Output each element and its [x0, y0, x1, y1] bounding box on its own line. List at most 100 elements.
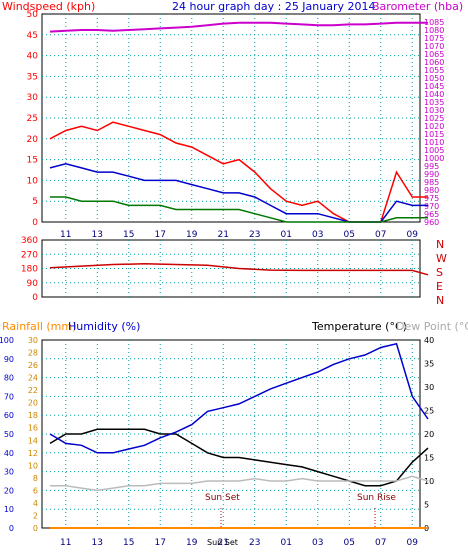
direction-tick-label: 270: [21, 250, 38, 260]
rainfall-tick-label: 4: [33, 499, 38, 508]
compass-letter: S: [436, 266, 443, 279]
barometer-tick-label: 970: [424, 202, 439, 211]
humidity-tick-label: 0: [9, 524, 14, 533]
rainfall-tick-label: 18: [28, 411, 38, 420]
humidity-tick-label: 70: [4, 392, 14, 401]
direction-tick-label: 180: [21, 265, 38, 275]
compass-letter: W: [436, 252, 447, 265]
sunrise-label: Sun Rise: [357, 493, 396, 503]
rainfall-tick-label: 28: [28, 349, 38, 358]
x-tick-label: 21: [218, 538, 229, 548]
direction-tick-label: 0: [32, 293, 38, 303]
rainfall-axis-label: Rainfall (mm): [2, 320, 76, 333]
temperature-tick-label: 25: [424, 407, 434, 416]
x-tick-label: 21: [218, 230, 229, 240]
x-tick-label: 13: [92, 230, 103, 240]
rainfall-tick-label: 14: [28, 436, 38, 445]
wind-time-axis: 11 13 15 17 19 21 23 01 03 05 07 09: [60, 230, 418, 240]
rainfall-tick-label: 10: [28, 461, 38, 470]
direction-series: [49, 263, 429, 276]
barometer-axis-label: Barometer (hba): [372, 0, 463, 13]
wind-series-avg: [49, 163, 428, 223]
wind-series-barometer: [49, 21, 428, 33]
x-tick-label: 23: [249, 230, 260, 240]
rainfall-tick-label: 22: [28, 386, 38, 395]
rainfall-tick-label: 16: [28, 424, 38, 433]
rainfall-tick-label: 0: [33, 524, 38, 533]
barometer-tick-label: 1005: [424, 146, 444, 155]
rainfall-tick-label: 26: [28, 361, 38, 370]
windspeed-tick-label: 0: [32, 218, 38, 228]
rainfall-tick-label: 2: [33, 511, 38, 520]
sun-markers: Sun Set Sun Rise: [205, 493, 396, 528]
humidity-tick-label: 100: [0, 336, 14, 345]
compass-letter: E: [436, 280, 443, 293]
x-tick-label: 09: [407, 538, 419, 548]
windspeed-axis-label: Windspeed (kph): [2, 0, 95, 13]
barometer-tick-label: 1045: [424, 82, 444, 91]
x-tick-label: 03: [312, 230, 323, 240]
sunset-axis-label: Sun Set: [207, 538, 238, 547]
wind-series: [49, 21, 428, 223]
windspeed-tick-label: 50: [27, 10, 39, 20]
windspeed-tick-label: 5: [32, 197, 38, 207]
rainfall-tick-label: 20: [28, 399, 38, 408]
x-tick-label: 05: [344, 538, 355, 548]
temperature-tick-label: 10: [424, 477, 434, 486]
temp-series-dewpoint: [50, 475, 429, 492]
rainfall-tick-label: 30: [28, 336, 38, 345]
temp-panel-grid: [42, 340, 420, 528]
barometer-tick-label: 985: [424, 178, 439, 187]
temp-series-humidity: [49, 342, 429, 454]
barometer-tick-label: 1085: [424, 18, 444, 27]
x-tick-label: 15: [123, 230, 134, 240]
humidity-tick-label: 90: [4, 355, 14, 364]
temperature-tick-label: 40: [424, 336, 434, 345]
direction-axis: 0 90 180 270 360: [21, 236, 38, 303]
barometer-tick-label: 1025: [424, 114, 444, 123]
barometer-tick-label: 995: [424, 162, 439, 171]
sunset-label: Sun Set: [205, 493, 240, 503]
barometer-tick-label: 1055: [424, 66, 444, 75]
x-tick-label: 05: [344, 230, 355, 240]
direction-series-line: [49, 263, 429, 276]
barometer-tick-label: 1015: [424, 130, 444, 139]
x-tick-label: 19: [186, 230, 198, 240]
barometer-tick-label: 1030: [424, 106, 444, 115]
wind-panel-grid: [42, 14, 420, 222]
temp-time-axis: 11 13 15 17 19 21 23 01 03 05 07 09: [60, 538, 418, 548]
barometer-tick-label: 980: [424, 186, 439, 195]
humidity-tick-label: 50: [4, 430, 14, 439]
x-tick-label: 03: [312, 538, 323, 548]
x-tick-label: 19: [186, 538, 198, 548]
compass-letter: N: [436, 294, 444, 307]
x-tick-label: 07: [375, 230, 386, 240]
barometer-tick-label: 960: [424, 218, 439, 227]
barometer-tick-label: 1040: [424, 90, 444, 99]
rainfall-tick-label: 8: [33, 474, 38, 483]
windspeed-tick-label: 20: [27, 135, 39, 145]
x-tick-label: 13: [92, 538, 103, 548]
x-tick-label: 11: [60, 230, 71, 240]
humidity-axis: 0 10 20 30 40 50 60 70 80 90 100: [0, 336, 14, 533]
humidity-tick-label: 20: [4, 486, 14, 495]
rainfall-tick-label: 12: [28, 449, 38, 458]
barometer-tick-label: 965: [424, 210, 439, 219]
x-tick-label: 15: [123, 538, 134, 548]
temperature-tick-label: 35: [424, 360, 434, 369]
humidity-tick-label: 10: [4, 505, 14, 514]
barometer-axis: 9609659709759809859909951000100510101015…: [424, 18, 444, 227]
barometer-tick-label: 1065: [424, 50, 444, 59]
temp-series: [49, 342, 429, 529]
barometer-tick-label: 1080: [424, 26, 444, 35]
rainfall-tick-label: 6: [33, 486, 38, 495]
wind-series-min: [50, 196, 428, 223]
windspeed-axis: 0 5 10 15 20 25 30 35 40 45 50: [27, 10, 39, 228]
windspeed-tick-label: 35: [27, 72, 38, 82]
humidity-tick-label: 80: [4, 374, 14, 383]
dewpoint-axis-label: Dew Point (°C): [396, 320, 468, 333]
windspeed-tick-label: 15: [27, 156, 38, 166]
direction-tick-label: 360: [21, 236, 38, 246]
